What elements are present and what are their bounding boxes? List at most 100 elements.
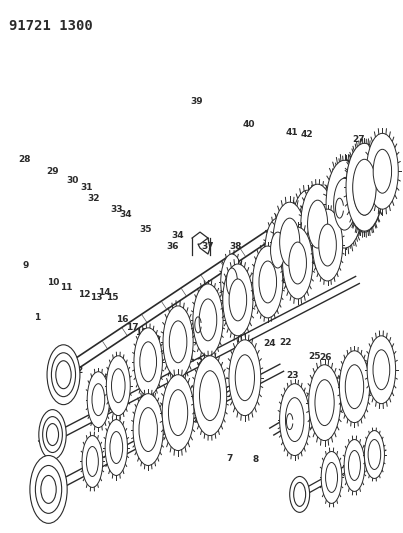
Ellipse shape (353, 161, 376, 215)
Text: 38: 38 (229, 242, 242, 251)
Text: 35: 35 (140, 225, 152, 234)
Ellipse shape (86, 447, 98, 477)
Ellipse shape (270, 232, 285, 268)
Ellipse shape (319, 224, 337, 266)
Ellipse shape (199, 371, 220, 421)
Text: 27: 27 (349, 358, 361, 367)
Text: 24: 24 (264, 339, 276, 348)
Ellipse shape (290, 477, 310, 512)
Text: 5: 5 (186, 424, 193, 433)
Ellipse shape (329, 160, 364, 244)
Ellipse shape (87, 372, 110, 427)
Text: 91721 1300: 91721 1300 (9, 19, 92, 33)
Ellipse shape (168, 390, 188, 435)
Text: 41: 41 (286, 128, 298, 137)
Ellipse shape (112, 369, 125, 402)
Ellipse shape (226, 268, 237, 296)
Ellipse shape (326, 463, 338, 492)
Text: 13: 13 (90, 293, 102, 302)
Text: 1: 1 (34, 312, 40, 321)
Ellipse shape (253, 246, 283, 318)
Ellipse shape (106, 356, 130, 416)
Ellipse shape (46, 424, 58, 446)
Text: 2: 2 (76, 366, 82, 375)
Ellipse shape (105, 419, 127, 475)
Text: 17: 17 (126, 323, 139, 332)
Text: 31: 31 (81, 183, 93, 192)
Text: 29: 29 (46, 167, 58, 176)
Ellipse shape (364, 431, 384, 479)
Ellipse shape (39, 410, 66, 459)
Ellipse shape (292, 190, 324, 266)
Ellipse shape (366, 133, 398, 209)
Text: 21: 21 (183, 353, 195, 362)
Text: 18: 18 (135, 328, 147, 337)
Ellipse shape (285, 398, 304, 441)
Ellipse shape (353, 159, 376, 215)
Text: 16: 16 (116, 315, 128, 324)
Ellipse shape (334, 178, 355, 230)
Ellipse shape (301, 184, 334, 264)
Ellipse shape (265, 218, 291, 282)
Text: 33: 33 (110, 205, 123, 214)
Text: 11: 11 (60, 283, 73, 292)
Ellipse shape (92, 384, 105, 416)
Ellipse shape (221, 254, 243, 310)
Text: 22: 22 (196, 358, 209, 367)
Ellipse shape (346, 144, 383, 232)
Ellipse shape (373, 350, 390, 390)
Text: 30: 30 (66, 176, 78, 185)
Text: 10: 10 (47, 278, 59, 287)
Ellipse shape (344, 440, 365, 491)
Text: 28: 28 (19, 155, 31, 164)
Text: 34: 34 (171, 231, 184, 240)
Ellipse shape (82, 435, 103, 487)
Text: 36: 36 (166, 242, 179, 251)
Text: 6: 6 (194, 416, 201, 425)
Ellipse shape (193, 356, 227, 435)
Text: 5: 5 (337, 376, 343, 385)
Text: 22: 22 (280, 338, 292, 347)
Ellipse shape (367, 336, 396, 403)
Ellipse shape (349, 450, 360, 480)
Ellipse shape (339, 351, 370, 423)
Ellipse shape (52, 353, 75, 397)
Ellipse shape (110, 432, 123, 464)
Ellipse shape (373, 149, 392, 193)
Ellipse shape (368, 440, 381, 470)
Text: 26: 26 (319, 353, 331, 362)
Ellipse shape (289, 242, 306, 284)
Text: 32: 32 (87, 194, 100, 203)
Ellipse shape (140, 342, 156, 382)
Text: 39: 39 (190, 97, 203, 106)
Text: 4: 4 (152, 400, 158, 409)
Ellipse shape (163, 306, 193, 378)
Text: 37: 37 (201, 242, 214, 251)
Text: 14: 14 (98, 287, 110, 296)
Text: 9: 9 (23, 261, 29, 270)
Ellipse shape (56, 361, 71, 389)
Ellipse shape (235, 355, 254, 401)
Text: 3: 3 (104, 374, 110, 383)
Ellipse shape (336, 177, 357, 227)
Text: 19: 19 (148, 335, 160, 344)
Text: 40: 40 (243, 119, 255, 128)
Ellipse shape (303, 188, 332, 260)
Ellipse shape (299, 206, 317, 250)
Text: 8: 8 (253, 455, 259, 464)
Ellipse shape (280, 218, 300, 266)
Ellipse shape (283, 227, 313, 299)
Ellipse shape (273, 202, 306, 282)
Ellipse shape (35, 465, 62, 513)
Text: 15: 15 (106, 293, 118, 302)
Ellipse shape (133, 394, 163, 465)
Ellipse shape (312, 209, 343, 281)
Text: 31: 31 (276, 237, 289, 246)
Ellipse shape (139, 408, 158, 451)
Ellipse shape (43, 417, 62, 453)
Text: 20: 20 (168, 347, 181, 356)
Ellipse shape (346, 143, 383, 231)
Ellipse shape (345, 365, 364, 409)
Ellipse shape (308, 202, 327, 246)
Ellipse shape (229, 340, 261, 416)
